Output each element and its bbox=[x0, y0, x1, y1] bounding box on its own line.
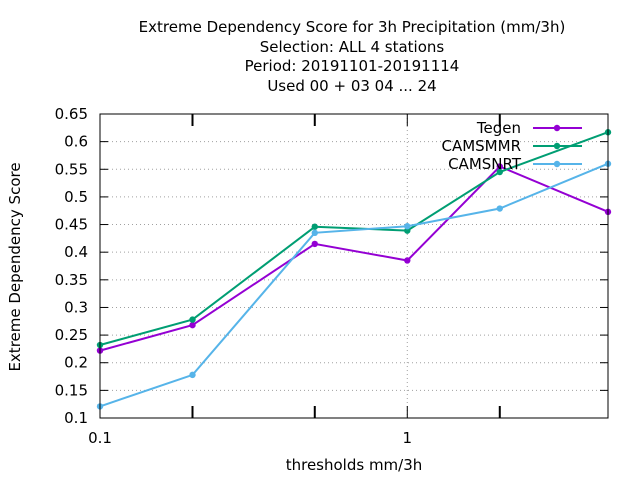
data-point bbox=[189, 371, 196, 379]
y-tick-label: 0.1 bbox=[64, 409, 88, 427]
x-tick-label: 0.1 bbox=[88, 429, 112, 447]
y-tick-label: 0.3 bbox=[64, 298, 88, 316]
legend-label: CAMSNRT bbox=[448, 155, 522, 173]
title-line-2: Selection: ALL 4 stations bbox=[260, 38, 445, 56]
y-tick-label: 0.2 bbox=[64, 354, 88, 372]
x-tick-label: 1 bbox=[403, 429, 413, 447]
series-line bbox=[99, 162, 609, 408]
y-tick-label: 0.45 bbox=[55, 216, 88, 234]
legend-marker bbox=[553, 160, 561, 168]
data-point bbox=[311, 240, 318, 248]
series-camsmmr bbox=[96, 129, 612, 349]
x-axis-label: thresholds mm/3h bbox=[286, 456, 423, 474]
data-point bbox=[496, 168, 503, 176]
x-tick-labels: 0.1 1 bbox=[88, 429, 412, 447]
series-camsnrt bbox=[96, 160, 612, 410]
data-point bbox=[496, 163, 503, 170]
y-tick-label: 0.15 bbox=[55, 381, 88, 399]
title-line-4: Used 00 + 03 04 ... 24 bbox=[267, 77, 436, 95]
y-tick-label: 0.55 bbox=[55, 160, 88, 178]
legend-marker bbox=[553, 142, 561, 150]
chart-title: Extreme Dependency Score for 3h Precipit… bbox=[139, 18, 566, 95]
data-series bbox=[96, 129, 612, 410]
y-tick-label: 0.25 bbox=[55, 326, 88, 344]
plot-frame bbox=[99, 113, 609, 419]
y-tick-label: 0.6 bbox=[64, 133, 88, 151]
series-line bbox=[99, 165, 609, 352]
data-point bbox=[311, 229, 318, 237]
y-tick-label: 0.65 bbox=[55, 105, 88, 123]
data-point bbox=[189, 316, 196, 323]
data-point bbox=[404, 223, 411, 230]
y-axis-label: Extreme Dependency Score bbox=[6, 162, 24, 371]
y-tick-label: 0.35 bbox=[55, 271, 88, 289]
y-tick-label: 0.5 bbox=[64, 188, 88, 206]
legend-marker bbox=[553, 124, 561, 132]
title-line-3: Period: 20191101-20191114 bbox=[245, 57, 460, 75]
legend-label: Tegen bbox=[476, 119, 521, 137]
data-point bbox=[404, 227, 411, 234]
data-point bbox=[311, 223, 318, 230]
grid-lines bbox=[100, 114, 608, 418]
y-tick-label: 0.4 bbox=[64, 243, 88, 261]
y-tick-labels: 0.1 0.15 0.2 0.25 0.3 0.35 0.4 0.45 0.5 0.55 0.6 0.… bbox=[55, 105, 88, 427]
series-line bbox=[99, 131, 609, 346]
data-point bbox=[189, 321, 196, 329]
title-line-1: Extreme Dependency Score for 3h Precipit… bbox=[139, 18, 566, 36]
data-point bbox=[496, 205, 503, 212]
legend-label: CAMSMMR bbox=[441, 137, 521, 155]
data-point bbox=[404, 257, 411, 264]
